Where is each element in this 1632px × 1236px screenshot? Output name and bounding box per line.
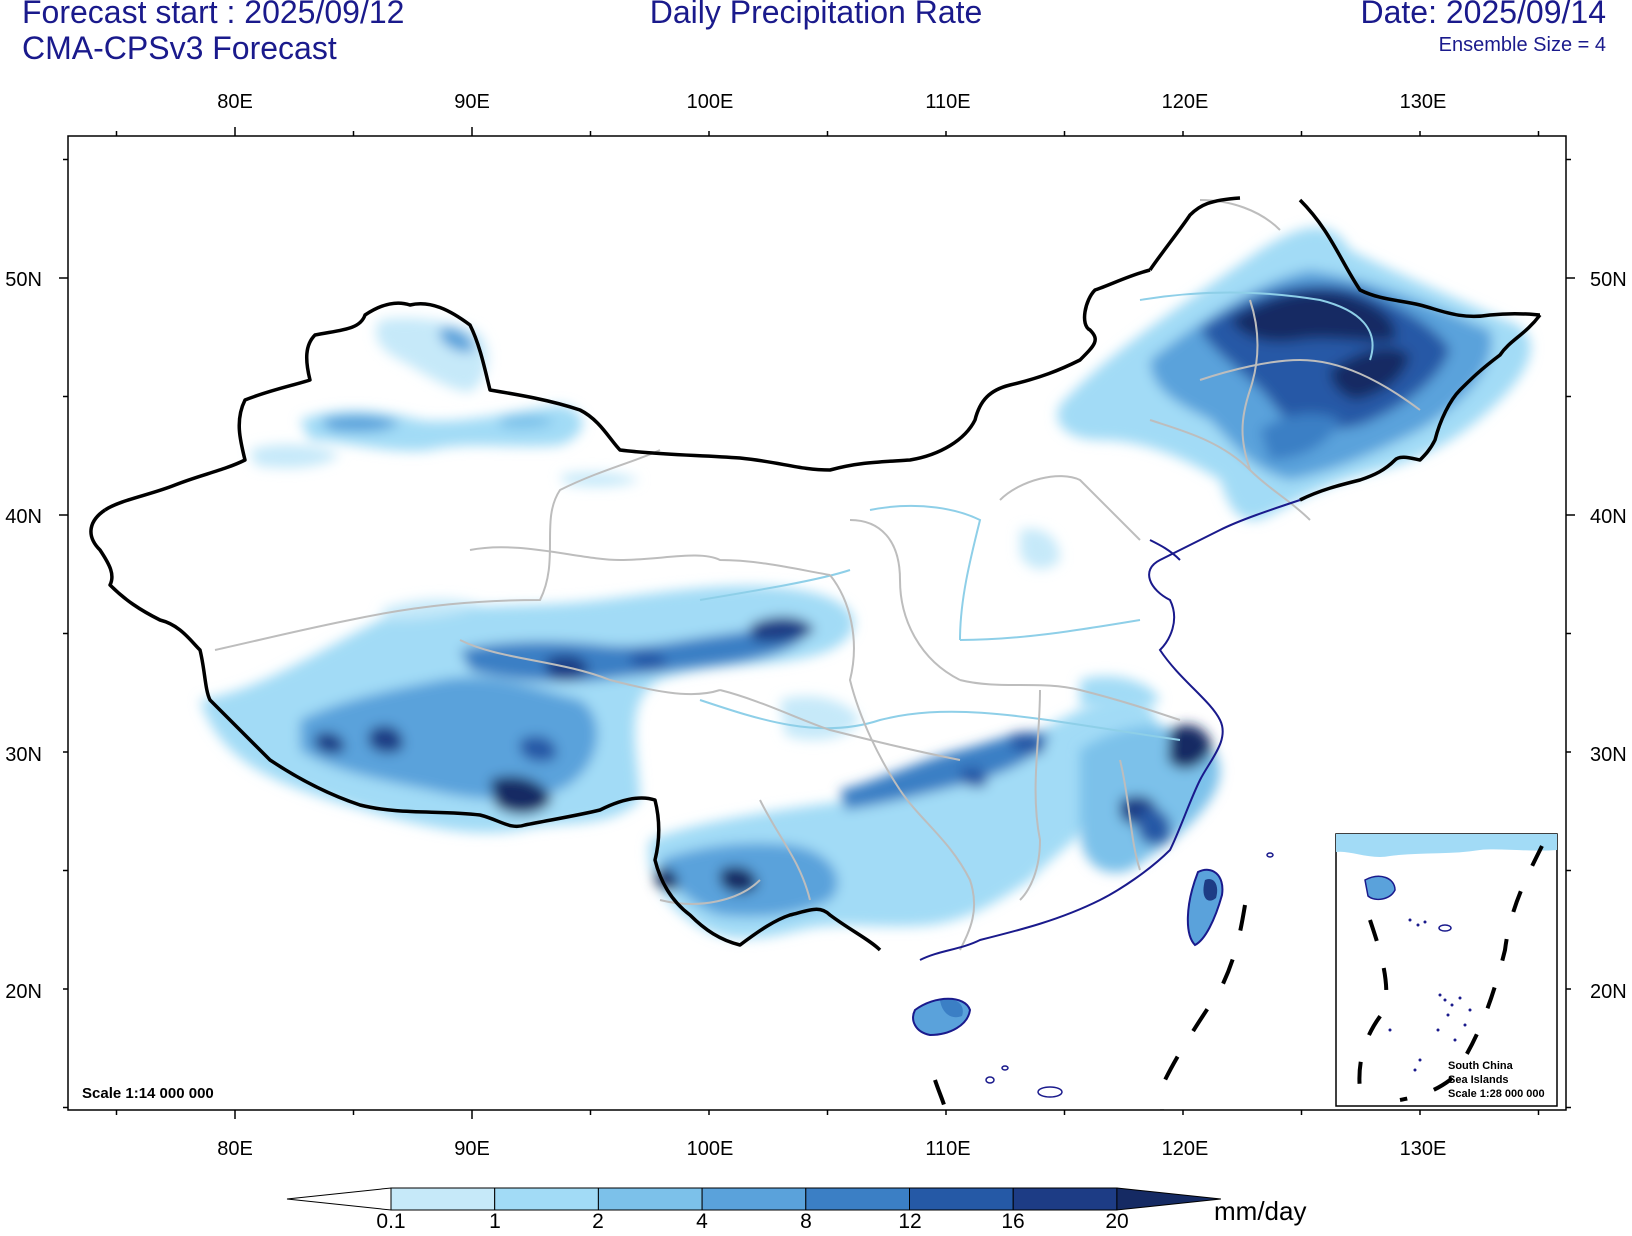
inset-label-line3: Scale 1:28 000 000 [1448, 1088, 1545, 1100]
south-china-sea-inset: South China Sea Islands Scale 1:28 000 0… [1335, 833, 1558, 1107]
date-label: Date: 2025/09/14 [1360, 0, 1606, 30]
lon-label-bottom: 80E [217, 1138, 253, 1160]
maritime-boundary [933, 904, 1247, 1110]
colorbar-segment [390, 1187, 496, 1211]
lon-labels-top: 80E 90E 100E 110E 120E 130E [217, 91, 1446, 113]
inset-label-line2: Sea Islands [1448, 1074, 1509, 1086]
colorbar-segment [494, 1187, 599, 1211]
scale-label: Scale 1:14 000 000 [82, 1085, 214, 1102]
lat-label-right: 30N [1590, 744, 1627, 766]
lon-label-bottom: 120E [1162, 1138, 1209, 1160]
inset-label-line1: South China [1448, 1060, 1514, 1072]
national-boundary [104, 268, 1151, 512]
lon-labels-bottom: 80E 90E 100E 110E 120E 130E [217, 1138, 1446, 1160]
colorbar-low-arrow [286, 1187, 392, 1211]
colorbar-unit: mm/day [1214, 1196, 1306, 1226]
colorbar-segment [805, 1187, 910, 1211]
lat-label-left: 40N [5, 506, 42, 528]
colorbar-labels: 0.1 1 2 4 8 12 16 20 [376, 1210, 1128, 1233]
colorbar-segment [1012, 1187, 1118, 1211]
map-title: Daily Precipitation Rate [649, 0, 983, 30]
colorbar-label: 20 [1105, 1210, 1128, 1233]
lon-label-top: 110E [925, 91, 970, 113]
islands [985, 852, 1274, 1098]
lon-label-bottom: 90E [454, 1138, 490, 1160]
colorbar-segment [597, 1187, 703, 1211]
lon-label-bottom: 100E [687, 1138, 734, 1160]
lon-label-top: 80E [217, 91, 253, 113]
colorbar-label: 16 [1001, 1210, 1024, 1233]
colorbar-segment [701, 1187, 807, 1211]
colorbar-high-arrow [1116, 1187, 1221, 1211]
lon-label-top: 90E [454, 91, 490, 113]
rivers [699, 291, 1374, 741]
lat-labels-right: 50N 40N 30N 20N [1590, 269, 1627, 1003]
tick-marks [59, 127, 1575, 1119]
lon-label-bottom: 130E [1400, 1138, 1447, 1160]
lat-label-left: 50N [5, 269, 42, 291]
precipitation-field [89, 196, 1542, 1110]
forecast-start-label: Forecast start : 2025/09/12 [22, 0, 405, 30]
lat-label-left: 20N [5, 981, 42, 1003]
ensemble-size-label: Ensemble Size = 4 [1438, 34, 1606, 56]
lon-label-bottom: 110E [925, 1138, 970, 1160]
lat-label-right: 50N [1590, 269, 1627, 291]
colorbar-label: 0.1 [376, 1210, 405, 1233]
colorbar [286, 1187, 1221, 1211]
colorbar-label: 12 [898, 1210, 921, 1233]
lat-label-right: 20N [1590, 981, 1627, 1003]
lon-label-top: 130E [1400, 91, 1447, 113]
coastline [919, 499, 1301, 961]
colorbar-label: 1 [489, 1210, 501, 1233]
lon-label-top: 120E [1162, 91, 1209, 113]
province-boundaries [214, 199, 1421, 951]
lat-label-right: 40N [1590, 506, 1627, 528]
lat-labels-left: 50N 40N 30N 20N [5, 269, 42, 1003]
lat-label-left: 30N [5, 744, 42, 766]
colorbar-segment [909, 1187, 1014, 1211]
lon-label-top: 100E [687, 91, 734, 113]
colorbar-label: 2 [592, 1210, 604, 1233]
colorbar-label: 8 [800, 1210, 812, 1233]
model-label: CMA-CPSv3 Forecast [22, 30, 337, 66]
colorbar-label: 4 [696, 1210, 708, 1233]
